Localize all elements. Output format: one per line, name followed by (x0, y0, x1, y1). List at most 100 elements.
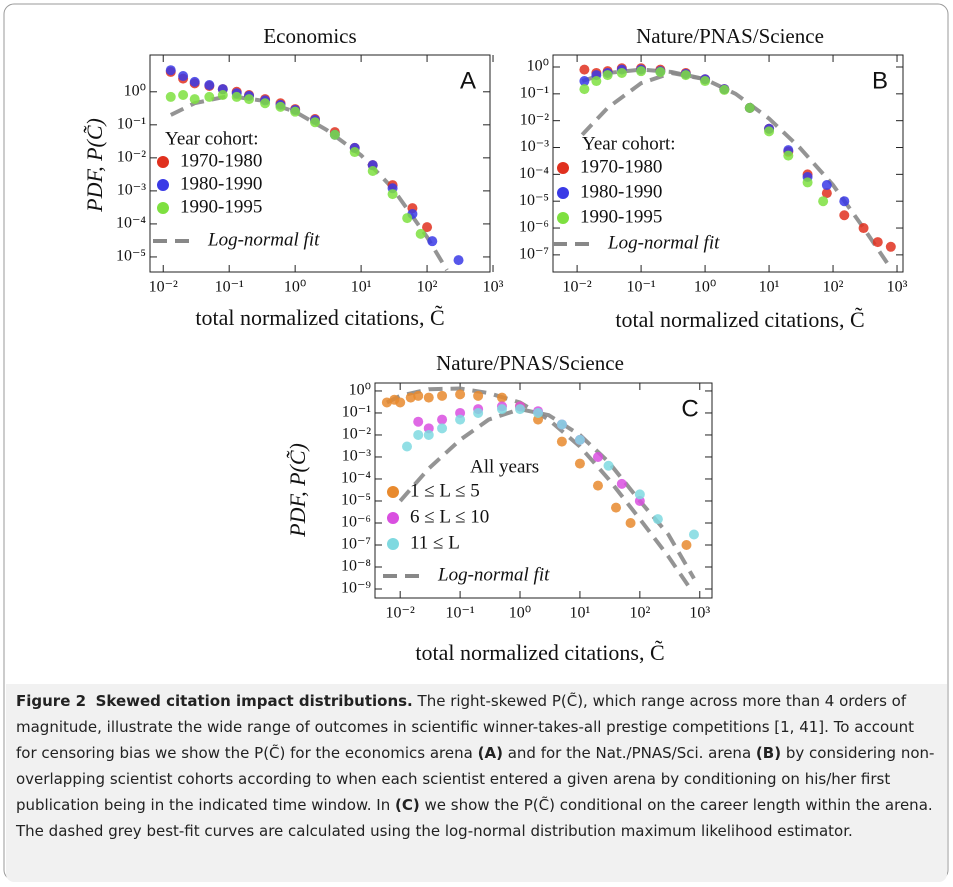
y-tick-label: 10⁻⁵ (116, 248, 146, 265)
legend-marker (557, 162, 569, 174)
caption: Figure 2 Skewed citation impact distribu… (6, 684, 947, 882)
data-point (165, 91, 176, 102)
y-tick-label: 10⁻³ (342, 448, 371, 465)
legend-marker (387, 538, 399, 550)
x-axis-label: total normalized citations, C̃ (195, 305, 444, 330)
legend-marker (157, 179, 169, 191)
data-point (405, 392, 416, 403)
y-tick-label: 10⁻² (117, 149, 146, 166)
data-point (496, 392, 507, 403)
y-tick-label: 10⁻¹ (117, 115, 146, 132)
data-point (275, 101, 286, 112)
legend-title: Year cohort: (582, 133, 676, 154)
data-point (858, 223, 869, 234)
x-tick-label: 10² (629, 605, 650, 622)
y-tick-label: 10⁰ (527, 58, 549, 75)
data-point (616, 67, 627, 78)
data-point (556, 436, 567, 447)
legend-label: 1980-1990 (580, 181, 662, 202)
data-point (839, 210, 850, 221)
data-point (680, 70, 691, 81)
x-tick-label: 10³ (483, 279, 504, 296)
y-tick-label: 10⁻⁴ (116, 215, 146, 232)
data-point (802, 177, 813, 188)
x-tick-label: 10³ (689, 605, 710, 622)
legend-label: 1980-1990 (180, 173, 262, 194)
y-tick-label: 10⁻⁸ (341, 558, 371, 575)
data-point (652, 514, 663, 525)
legend-marker (387, 486, 399, 498)
data-point (453, 255, 464, 266)
data-point (496, 404, 507, 415)
data-point (783, 150, 794, 161)
data-point (423, 429, 434, 440)
y-tick-label: 10⁻⁶ (519, 219, 549, 236)
data-point (556, 419, 567, 430)
data-point (592, 480, 603, 491)
data-point (821, 180, 832, 191)
y-axis-label: PDF, P(C̃) (82, 118, 107, 213)
data-point (413, 390, 424, 401)
x-tick-label: 10³ (887, 279, 908, 296)
legend-label: 1990-1995 (580, 206, 662, 227)
legend-label: 1990-1995 (180, 196, 262, 217)
data-point (178, 89, 189, 100)
data-point (473, 407, 484, 418)
data-point (592, 451, 603, 462)
chart-title: Nature/PNAS/Science (436, 351, 624, 375)
y-tick-label: 10⁻⁴ (519, 165, 549, 182)
chart-title: Nature/PNAS/Science (636, 24, 824, 48)
legend-label: 1970-1980 (180, 150, 262, 171)
data-point (165, 65, 176, 76)
data-point (634, 489, 645, 500)
y-axis-label: PDF, P(C̃) (285, 443, 310, 538)
caption-text: and for the Nat./PNAS/Sci. arena (507, 744, 752, 762)
y-tick-label: 10⁻² (520, 111, 549, 128)
plot-frame (552, 54, 904, 273)
x-tick-label: 10¹ (351, 279, 372, 296)
legend-label: 1 ≤ L ≤ 5 (410, 480, 480, 501)
data-point (579, 76, 590, 87)
legend-marker (387, 512, 399, 524)
legend-label: 6 ≤ L ≤ 10 (410, 506, 489, 527)
legend-marker (157, 202, 169, 214)
data-point (719, 84, 730, 95)
data-point (688, 529, 699, 540)
data-point (310, 117, 321, 128)
x-axis-label: total normalized citations, C̃ (615, 307, 864, 332)
legend-label: 11 ≤ L (410, 532, 460, 553)
x-tick-label: 10⁻¹ (626, 279, 655, 296)
panel-label: A (460, 67, 476, 94)
legend-label: Log-normal fit (607, 232, 720, 253)
data-point (872, 237, 883, 248)
data-point (423, 392, 434, 403)
data-point (437, 423, 448, 434)
data-point (387, 189, 398, 200)
data-point (611, 502, 622, 513)
y-tick-label: 10⁻³ (117, 182, 146, 199)
y-tick-label: 10⁻¹ (342, 404, 371, 421)
x-tick-label: 10⁰ (694, 279, 716, 296)
y-tick-label: 10⁰ (124, 82, 146, 99)
legend-label: 1970-1980 (580, 156, 662, 177)
data-point (413, 429, 424, 440)
y-tick-label: 10⁻⁷ (341, 536, 371, 553)
data-point (574, 434, 585, 445)
data-point (839, 196, 850, 207)
data-point (422, 222, 433, 233)
data-point (260, 98, 271, 109)
data-point (885, 241, 896, 252)
legend-label: Log-normal fit (207, 229, 320, 250)
x-tick-label: 10⁰ (509, 605, 531, 622)
x-tick-label: 10⁻² (149, 279, 178, 296)
plot-frame (374, 382, 713, 599)
caption-text: The right-skewed P(C̃), which range acro… (16, 692, 915, 762)
data-point (415, 228, 426, 239)
data-point (189, 76, 200, 87)
fit-curve (398, 407, 696, 580)
data-point (349, 147, 360, 158)
data-point (329, 129, 340, 140)
y-tick-label: 10⁻⁵ (341, 492, 371, 509)
